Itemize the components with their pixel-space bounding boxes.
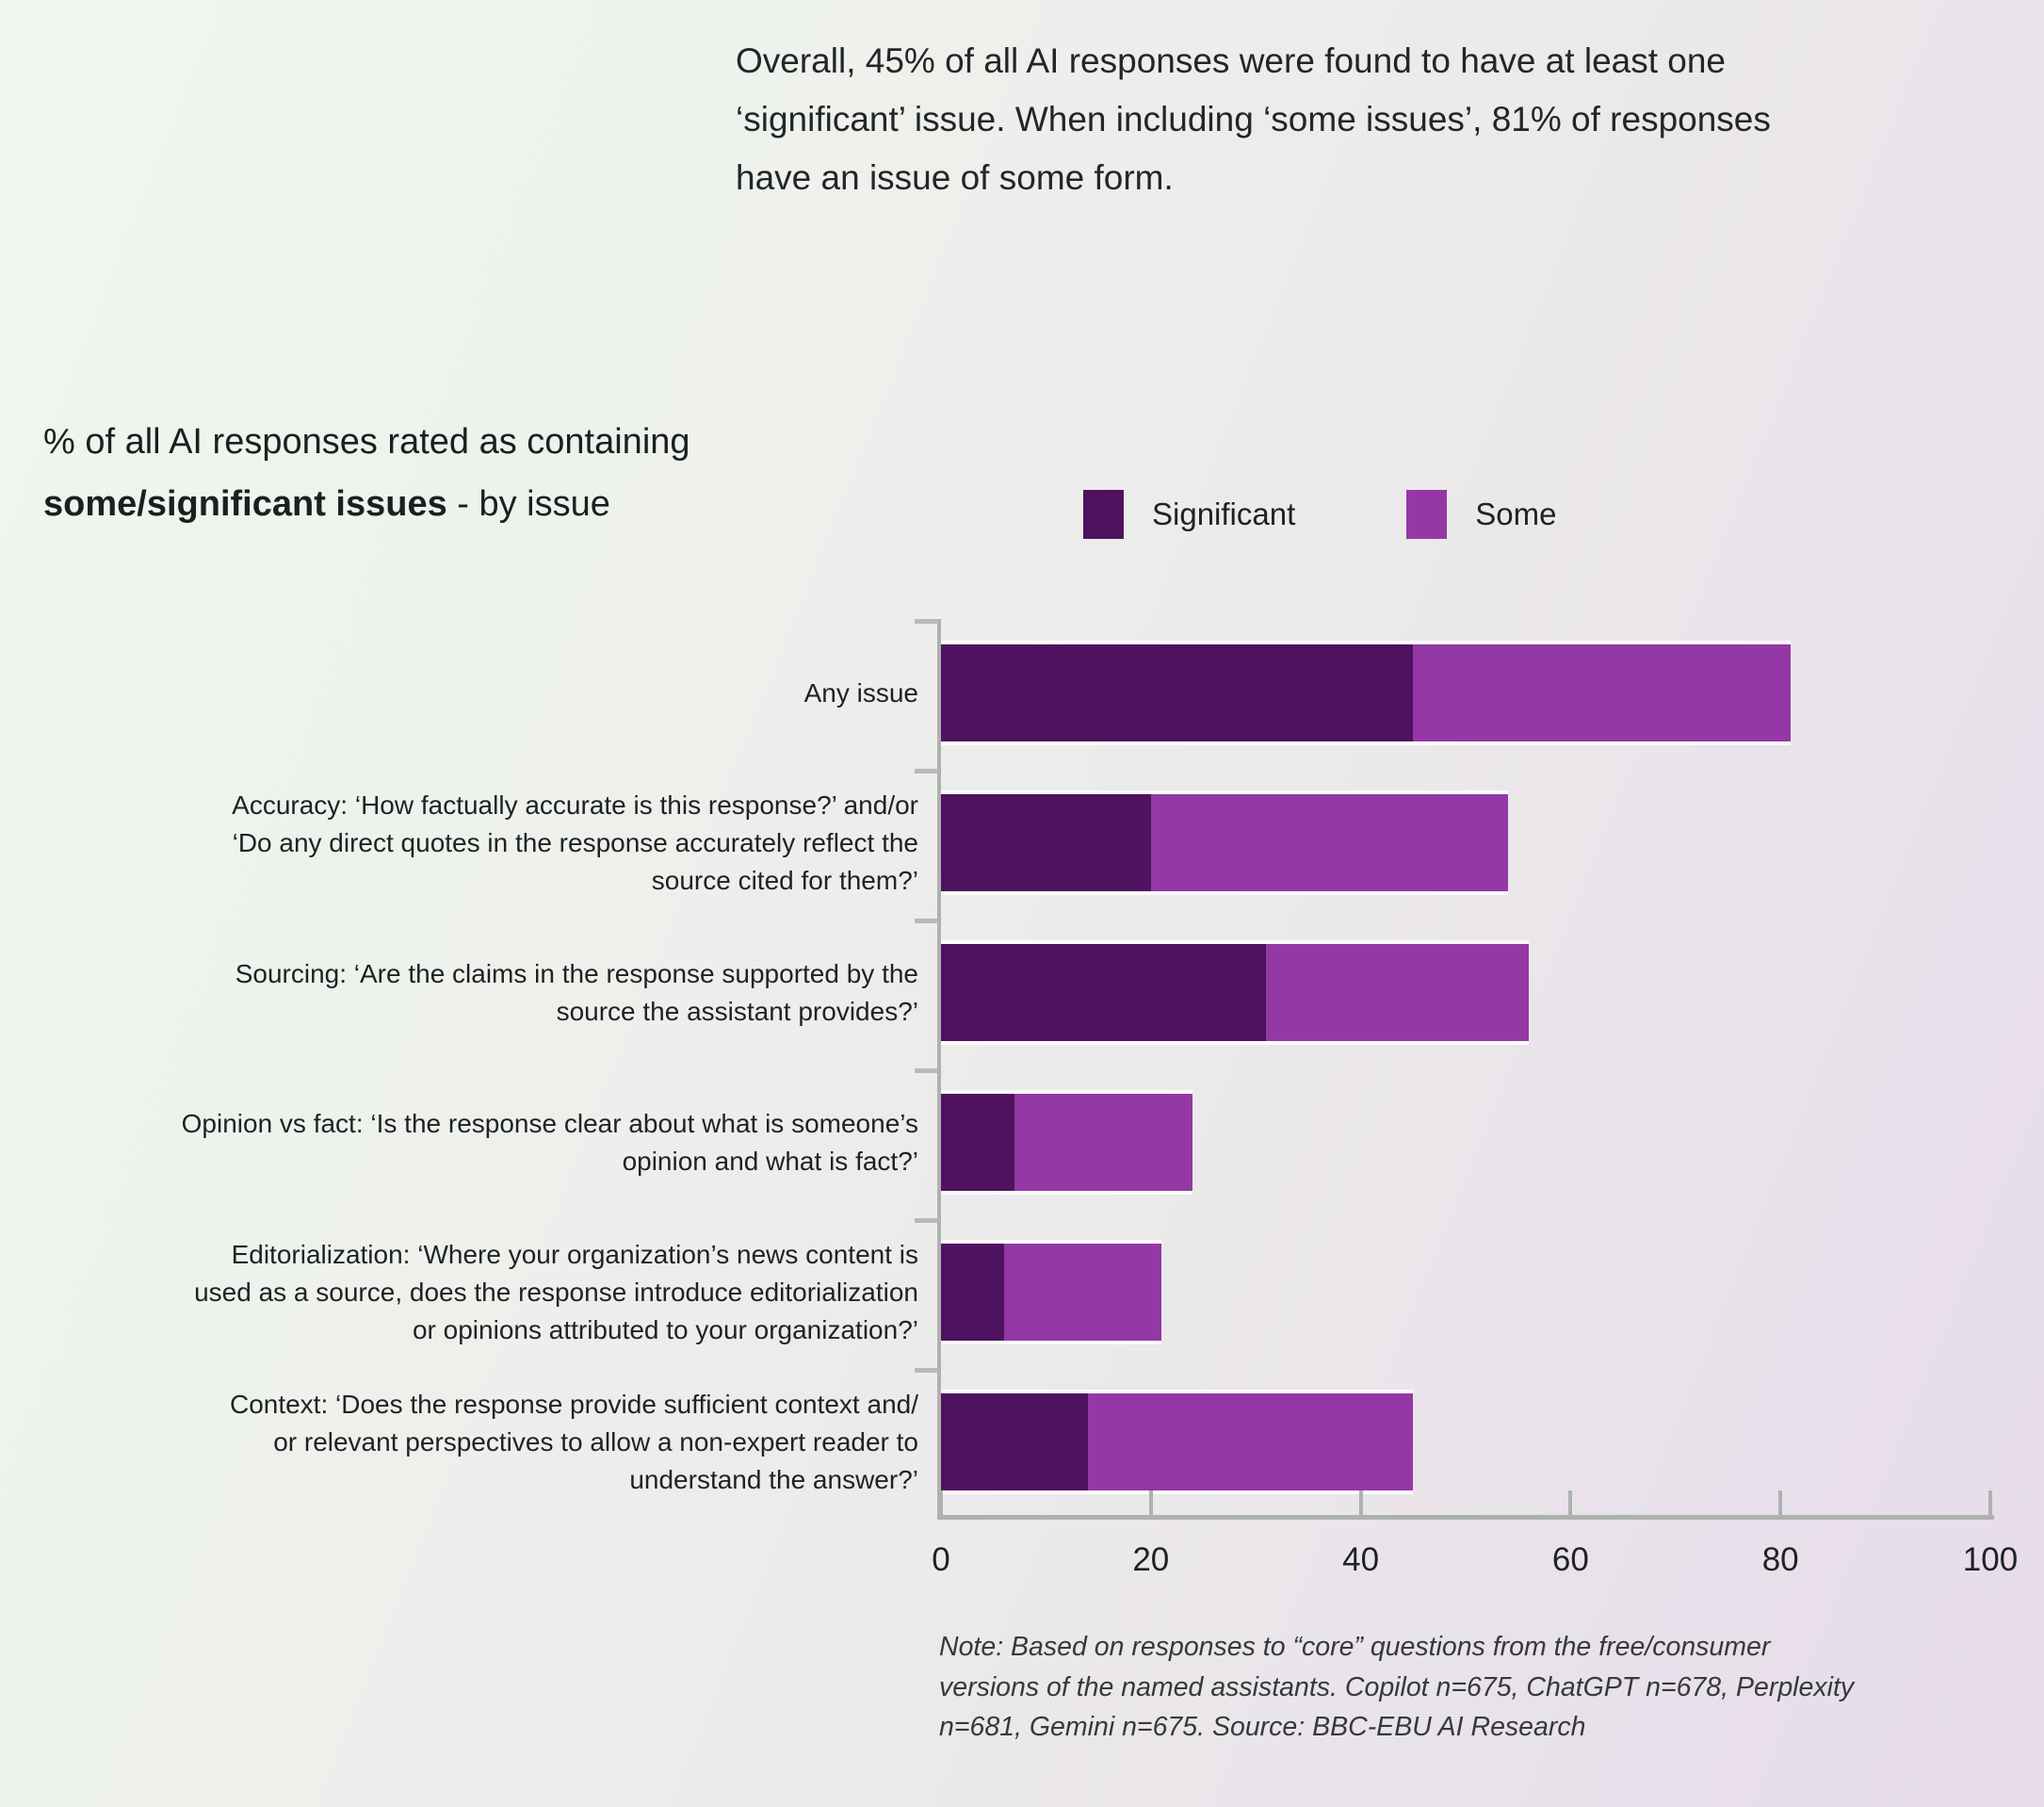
bar-segment-some	[1014, 1094, 1193, 1191]
bar-segment-significant	[941, 1393, 1088, 1490]
y-axis-tick	[915, 1068, 938, 1073]
chart-row: Sourcing: ‘Are the claims in the respons…	[38, 918, 2006, 1067]
legend-swatch	[1406, 490, 1448, 539]
bar-group	[941, 1390, 1414, 1494]
chart-row: Opinion vs fact: ‘Is the response clear …	[38, 1067, 2006, 1217]
y-axis-line	[937, 619, 941, 1520]
chart-row: Context: ‘Does the response provide suff…	[38, 1367, 2006, 1517]
bar-segment-significant	[941, 644, 1414, 741]
title-rest-part: - by issue	[446, 484, 610, 524]
category-label: Opinion vs fact: ‘Is the response clear …	[181, 1108, 918, 1176]
category-label: Accuracy: ‘How factually accurate is thi…	[232, 790, 918, 895]
bar-group	[941, 940, 1529, 1045]
bar-segment-some	[1087, 1393, 1414, 1490]
legend-swatch	[1083, 490, 1124, 539]
bar-group	[941, 1240, 1161, 1344]
legend-label: Some	[1475, 497, 1557, 531]
x-tick-label: 20	[1132, 1541, 1170, 1578]
category-label: Context: ‘Does the response provide suff…	[229, 1389, 918, 1494]
x-axis-tick	[939, 1490, 943, 1515]
x-axis-tick	[1988, 1490, 1992, 1515]
y-axis-tick	[915, 1368, 938, 1373]
bar-group	[941, 1090, 1193, 1195]
legend-item: Significant	[1083, 490, 1295, 539]
y-axis-tick	[915, 619, 938, 624]
x-axis-tick	[1148, 1490, 1153, 1515]
bar-segment-some	[1003, 1244, 1161, 1341]
bar-segment-significant	[941, 1094, 1014, 1191]
title-line-1: % of all AI responses rated as containin…	[43, 422, 690, 462]
x-tick-label: 60	[1551, 1541, 1589, 1578]
bar-segment-some	[1413, 644, 1792, 741]
bar-segment-significant	[941, 1244, 1004, 1341]
bar-group	[941, 790, 1508, 895]
x-axis-tick	[1778, 1490, 1783, 1515]
title-line-2: some/significant issues - by issue	[43, 473, 690, 535]
chart-title: % of all AI responses rated as containin…	[43, 411, 690, 535]
x-axis-tick	[1358, 1490, 1363, 1515]
x-tick-label: 80	[1761, 1541, 1799, 1578]
title-bold-part: some/significant issues	[43, 484, 447, 524]
x-tick-label: 40	[1342, 1541, 1380, 1578]
bar-segment-significant	[941, 944, 1267, 1041]
y-axis-tick	[915, 769, 938, 773]
legend-label: Significant	[1152, 497, 1296, 531]
legend-item: Some	[1406, 490, 1556, 539]
intro-text: Overall, 45% of all AI responses were fo…	[736, 41, 1771, 197]
chart-row: Any issue	[38, 618, 2006, 768]
category-label: Sourcing: ‘Are the claims in the respons…	[235, 958, 918, 1026]
category-label: Any issue	[803, 677, 918, 708]
legend: Significant Some	[1083, 490, 1556, 539]
category-label: Editorialization: ‘Where your organizati…	[194, 1239, 918, 1344]
bar-segment-some	[1266, 944, 1529, 1041]
note-text: Note: Based on responses to “core” quest…	[939, 1632, 1855, 1742]
x-tick-label: 0	[932, 1541, 950, 1578]
y-axis-tick	[915, 1218, 938, 1223]
bar-segment-significant	[941, 794, 1151, 891]
x-tick-label: 100	[1962, 1541, 2019, 1578]
bar-group	[941, 641, 1792, 745]
x-axis-line	[937, 1515, 1994, 1520]
y-axis-tick	[915, 919, 938, 923]
x-axis-tick	[1568, 1490, 1573, 1515]
bar-segment-some	[1150, 794, 1508, 891]
chart-row: Editorialization: ‘Where your organizati…	[38, 1217, 2006, 1367]
chart-rows: Any issue Accuracy: ‘How factually accura…	[38, 618, 2006, 1517]
chart-row: Accuracy: ‘How factually accurate is thi…	[38, 768, 2006, 918]
